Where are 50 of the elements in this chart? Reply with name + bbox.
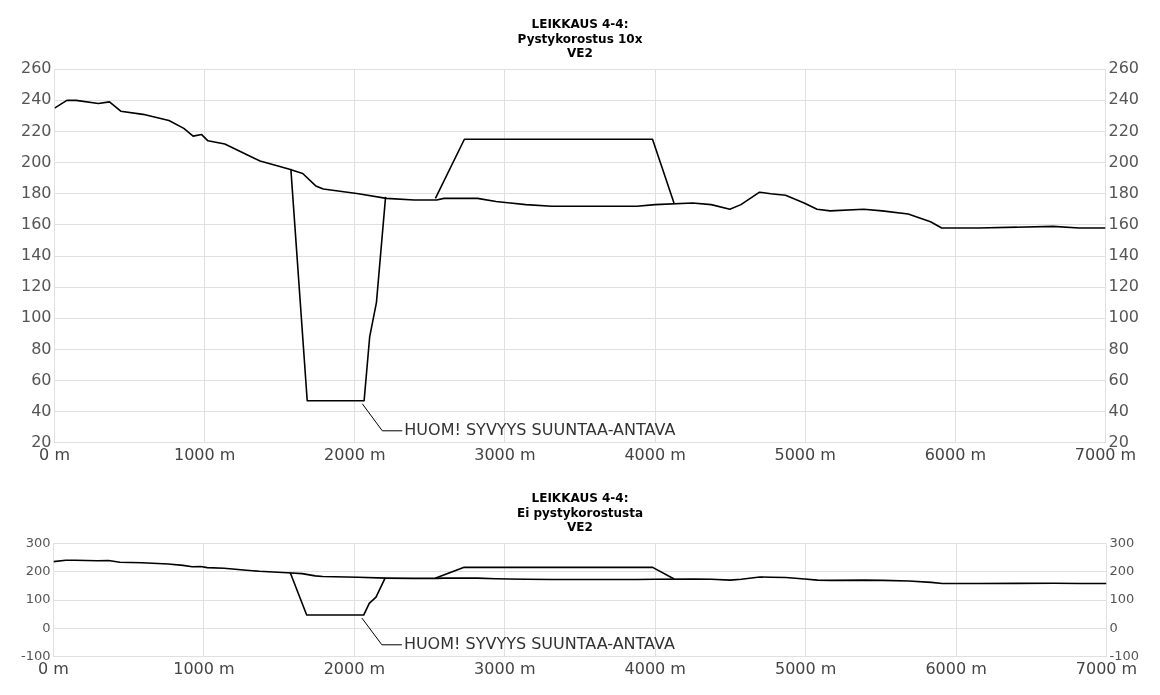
- y2-tick-label: 200: [1109, 562, 1135, 578]
- y-tick-label: 160: [20, 214, 52, 234]
- y2-tick-label: 300: [1109, 534, 1135, 550]
- y2-tick-label: 140: [1108, 245, 1140, 265]
- y-tick-label: 100: [25, 591, 51, 607]
- y-tick-label: 140: [20, 245, 52, 265]
- y-tick-label: 60: [31, 369, 52, 389]
- x-tick-label: 3000 m: [474, 658, 536, 678]
- y2-tick-label: 160: [1108, 214, 1140, 234]
- y-tick-label: 240: [20, 89, 52, 109]
- chart-title: LEIKKAUS 4-4:: [531, 491, 629, 506]
- y2-tick-label: 120: [1108, 276, 1140, 296]
- chart-title: LEIKKAUS 4-4:: [531, 17, 629, 32]
- x-tick-label: 1000 m: [173, 444, 236, 464]
- annotation: HUOM! SYVYYS SUUNTAA-ANTAVA: [404, 419, 676, 439]
- y-tick-label: 200: [20, 151, 52, 171]
- y2-tick-label: 40: [1108, 400, 1129, 420]
- y-tick-label: 220: [20, 120, 52, 140]
- y-tick-label: 100: [20, 307, 52, 327]
- x-tick-label: 1000 m: [173, 658, 235, 678]
- y-tick-label: 180: [20, 182, 52, 202]
- y2-tick-label: 100: [1109, 591, 1135, 607]
- x-tick-label: 5000 m: [774, 444, 836, 464]
- y2-tick-label: 100: [1108, 307, 1140, 327]
- x-tick-label: 4000 m: [624, 444, 686, 464]
- y-tick-label: 260: [20, 58, 52, 78]
- chart-subtitle: Pystykorostus 10x VE2: [517, 31, 643, 61]
- y2-tick-label: 260: [1108, 58, 1140, 78]
- y-tick-label: 40: [31, 400, 52, 420]
- annotation: HUOM! SYVYYS SUUNTAA-ANTAVA: [403, 633, 675, 653]
- y2-tick-label: 0: [1109, 619, 1118, 635]
- y2-tick-label: 240: [1108, 89, 1140, 109]
- y2-tick-label: 200: [1108, 151, 1140, 171]
- x-tick-label: 6000 m: [924, 444, 987, 464]
- x-tick-label: 6000 m: [925, 658, 987, 678]
- y-tick-label: 120: [20, 276, 52, 296]
- y-tick-label: 300: [25, 534, 51, 550]
- y2-tick-label: 60: [1108, 369, 1129, 389]
- x-tick-label: 2000 m: [323, 658, 386, 678]
- y-tick-label: 0: [42, 619, 51, 635]
- y2-tick-label: 180: [1108, 182, 1140, 202]
- x-tick-label: 5000 m: [774, 658, 837, 678]
- chart-subtitle: Ei pystykorostusta VE2: [516, 505, 644, 535]
- x-tick-label: 4000 m: [624, 658, 686, 678]
- y-tick-label: 200: [25, 562, 51, 578]
- x-tick-label: 3000 m: [474, 444, 536, 464]
- y2-tick-label: 220: [1108, 120, 1140, 140]
- y2-tick-label: 80: [1108, 338, 1129, 358]
- y-tick-label: 80: [31, 338, 52, 358]
- x-tick-label: 2000 m: [324, 444, 386, 464]
